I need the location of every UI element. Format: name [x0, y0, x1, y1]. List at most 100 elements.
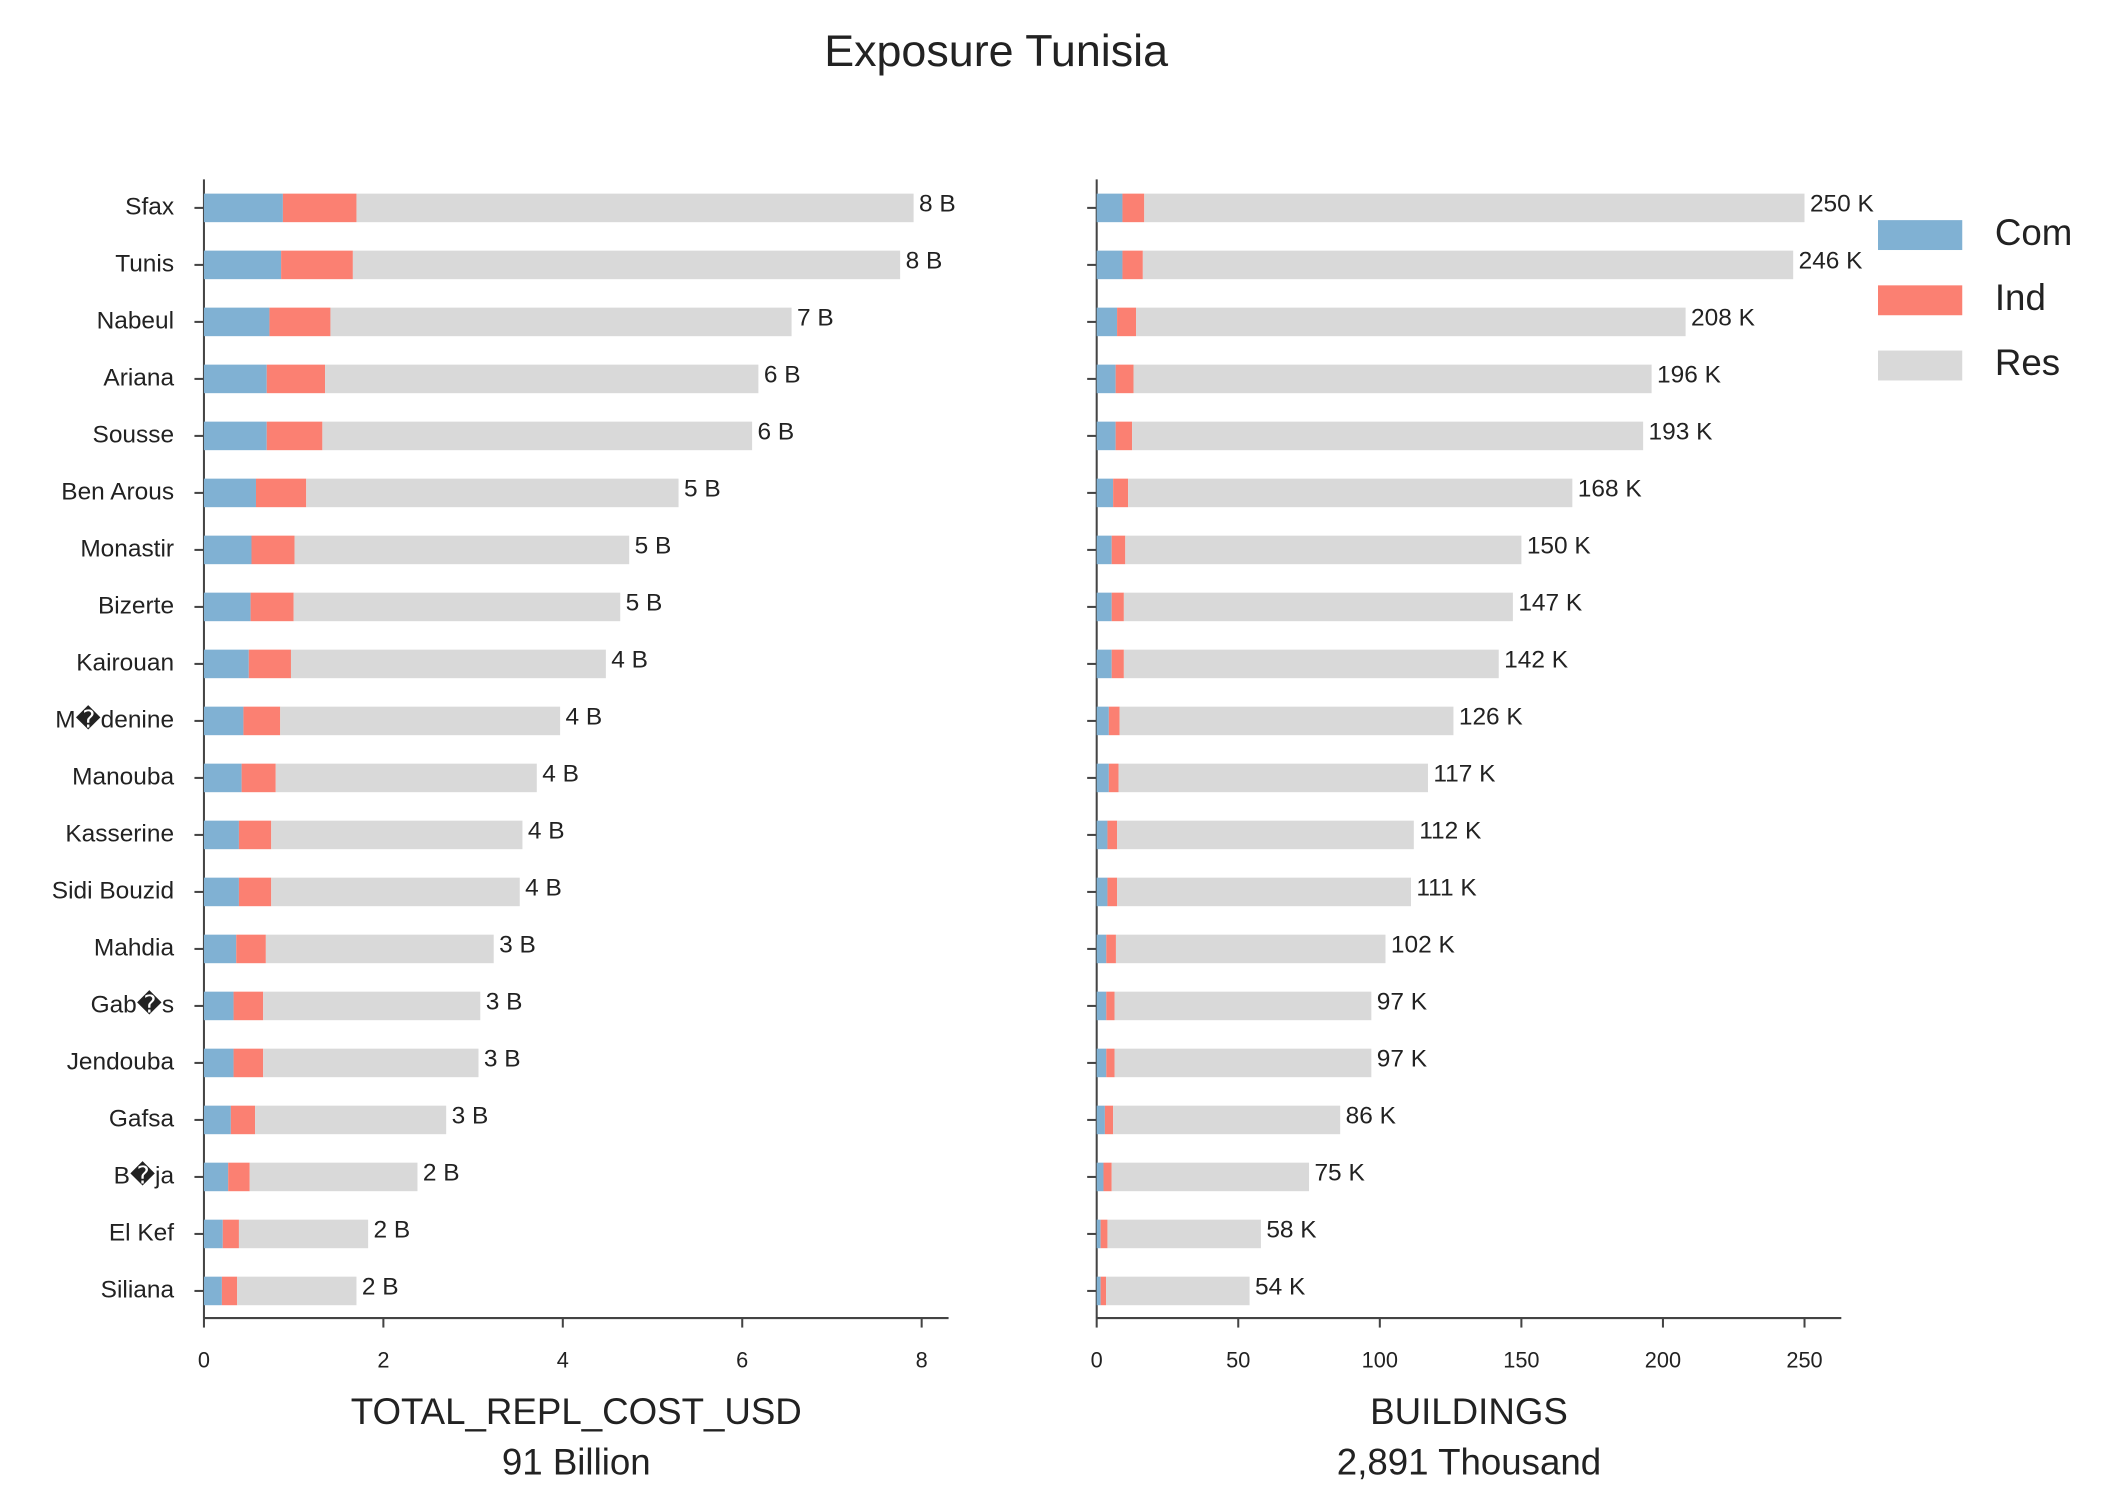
- bar-segment: [1117, 820, 1414, 850]
- bar-segment: [1107, 1219, 1261, 1249]
- x-tick-label: 4: [557, 1347, 569, 1372]
- bar-segment: [1096, 763, 1109, 793]
- bar-segment: [356, 193, 914, 223]
- y-tick-label: Jendouba: [67, 1048, 175, 1075]
- bar-segment: [203, 1219, 223, 1249]
- legend-label: Res: [1995, 342, 2060, 383]
- y-tick-label: Ariana: [103, 364, 174, 391]
- bar-segment: [1117, 877, 1411, 907]
- bar-segment: [241, 763, 276, 793]
- bar-segment: [266, 364, 326, 394]
- total-label: 117 K: [1433, 761, 1496, 788]
- bar-segment: [1113, 478, 1129, 508]
- bar-segment: [1142, 250, 1794, 280]
- bar-segment: [1100, 1276, 1107, 1306]
- bar-segment: [282, 193, 357, 223]
- total-label: 150 K: [1527, 533, 1592, 560]
- bar-segment: [238, 1219, 369, 1249]
- total-label: 208 K: [1691, 305, 1756, 332]
- bar-segment: [1096, 934, 1107, 964]
- bar-segment: [228, 1162, 250, 1192]
- bar-segment: [250, 592, 294, 622]
- bar-segment: [269, 307, 331, 337]
- bar-segment: [233, 1048, 264, 1078]
- bar-segment: [293, 592, 621, 622]
- bar-segment: [1100, 1219, 1108, 1249]
- bar-segment: [1108, 706, 1120, 736]
- total-label: 168 K: [1578, 476, 1643, 503]
- bar-segment: [330, 307, 792, 337]
- y-tick-label: Monastir: [80, 535, 174, 562]
- y-tick-label: Bizerte: [98, 592, 174, 619]
- y-tick-label: Sidi Bouzid: [52, 877, 174, 904]
- bar-segment: [238, 877, 272, 907]
- bar-segment: [203, 364, 267, 394]
- bar-segment: [1096, 991, 1107, 1021]
- bar-segment: [203, 535, 252, 565]
- bar-segment: [203, 1105, 231, 1135]
- y-tick-label: Siliana: [101, 1276, 175, 1303]
- bar-segment: [233, 991, 264, 1021]
- x-tick-label: 200: [1645, 1347, 1681, 1372]
- total-label: 4 B: [566, 704, 603, 731]
- total-label: 126 K: [1459, 704, 1524, 731]
- total-label: 5 B: [626, 590, 663, 617]
- y-tick-label: Gab�s: [91, 990, 174, 1018]
- bar-segment: [251, 535, 295, 565]
- bar-segment: [1096, 706, 1109, 736]
- y-tick-label: Tunis: [115, 250, 174, 277]
- bar-segment: [222, 1219, 239, 1249]
- x-tick-label: 100: [1362, 1347, 1398, 1372]
- bar-segment: [1096, 535, 1112, 565]
- bar-segment: [1115, 421, 1133, 451]
- bar-segment: [249, 1162, 418, 1192]
- legend-label: Ind: [1995, 277, 2046, 318]
- bar-segment: [203, 592, 251, 622]
- legend-label: Com: [1995, 212, 2072, 253]
- bar-segment: [1106, 1048, 1115, 1078]
- total-label: 4 B: [525, 875, 562, 902]
- bar-segment: [1096, 1048, 1107, 1078]
- y-tick-label: Ben Arous: [61, 478, 174, 505]
- bar-segment: [1096, 364, 1116, 394]
- y-tick-label: Nabeul: [97, 307, 174, 334]
- bar-segment: [1096, 820, 1108, 850]
- bar-segment: [1114, 991, 1372, 1021]
- bar-segment: [1125, 535, 1522, 565]
- bar-segment: [1096, 1162, 1104, 1192]
- x-tick-label: 8: [916, 1347, 928, 1372]
- bar-segment: [255, 478, 307, 508]
- y-tick-label: El Kef: [109, 1219, 174, 1246]
- bar-segment: [1096, 1219, 1101, 1249]
- total-label: 193 K: [1649, 419, 1714, 446]
- bar-segment: [203, 307, 270, 337]
- bar-segment: [1133, 364, 1652, 394]
- total-label: 102 K: [1391, 932, 1456, 959]
- x-axis-note: 2,891 Thousand: [1337, 1441, 1601, 1482]
- bar-segment: [352, 250, 901, 280]
- total-label: 8 B: [906, 248, 943, 275]
- total-label: 58 K: [1266, 1217, 1317, 1244]
- bar-segment: [281, 250, 353, 280]
- bar-segment: [203, 478, 256, 508]
- bar-segment: [243, 706, 281, 736]
- x-tick-label: 250: [1786, 1347, 1822, 1372]
- bar-segment: [271, 820, 523, 850]
- bar-segment: [1106, 991, 1115, 1021]
- total-label: 6 B: [758, 419, 795, 446]
- total-label: 3 B: [484, 1046, 521, 1073]
- y-tick-label: Kairouan: [76, 649, 174, 676]
- bar-segment: [1096, 1276, 1101, 1306]
- bar-segment: [1111, 1162, 1310, 1192]
- total-label: 111 K: [1416, 875, 1477, 902]
- bar-segment: [1107, 877, 1118, 907]
- bar-segment: [1096, 649, 1112, 679]
- total-label: 5 B: [635, 533, 672, 560]
- total-label: 2 B: [362, 1274, 399, 1301]
- x-axis-label: BUILDINGS: [1370, 1391, 1568, 1432]
- bar-segment: [238, 820, 272, 850]
- legend-swatch: [1878, 350, 1963, 381]
- bar-segment: [1111, 649, 1124, 679]
- x-axis-note: 91 Billion: [502, 1441, 651, 1482]
